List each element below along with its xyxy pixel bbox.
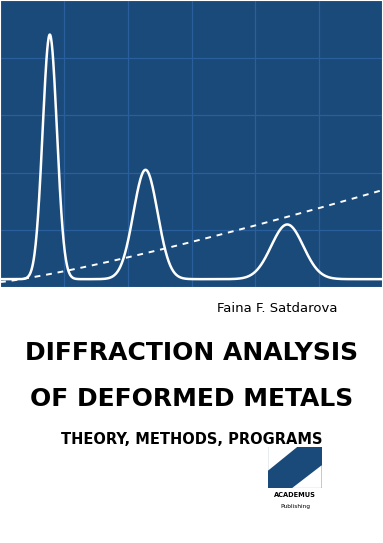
Polygon shape	[268, 447, 298, 471]
Text: Publishing: Publishing	[280, 504, 310, 509]
Text: OF DEFORMED METALS: OF DEFORMED METALS	[30, 387, 353, 411]
Text: THEORY, METHODS, PROGRAMS: THEORY, METHODS, PROGRAMS	[61, 432, 322, 447]
Text: DIFFRACTION ANALYSIS: DIFFRACTION ANALYSIS	[25, 342, 358, 365]
Polygon shape	[292, 465, 322, 488]
Bar	[268, 447, 322, 488]
Text: S C I E N C E: S C I E N C E	[141, 511, 242, 526]
Text: Faina F. Satdarova: Faina F. Satdarova	[216, 302, 337, 315]
Text: ACADEMUS: ACADEMUS	[274, 492, 316, 498]
